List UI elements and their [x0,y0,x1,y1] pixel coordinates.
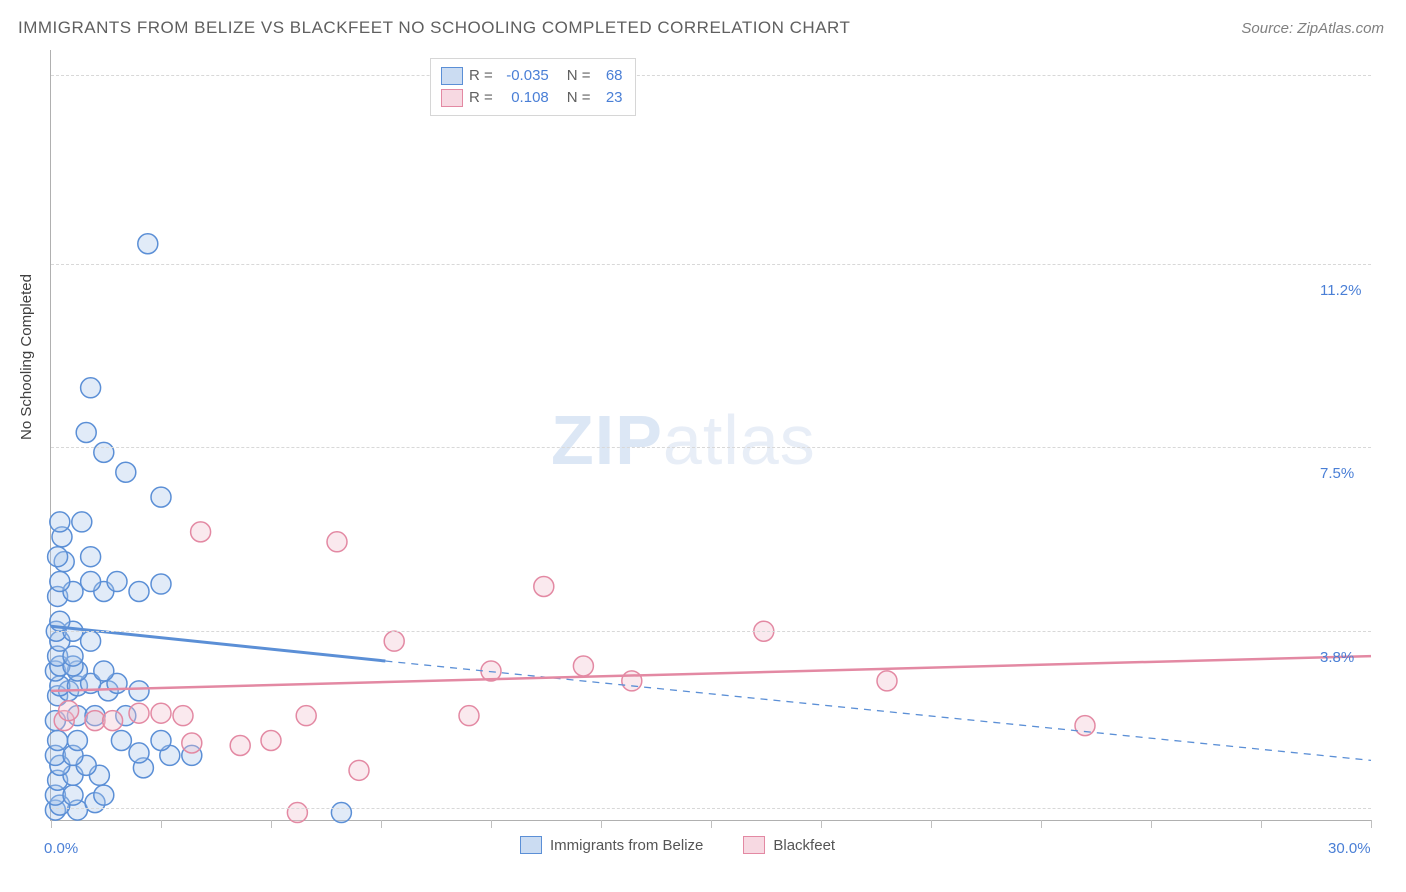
regression-line [51,656,1371,691]
y-axis-label: No Schooling Completed [18,274,35,440]
legend-r-prefix: R = [469,65,493,87]
source-attribution: Source: ZipAtlas.com [1241,20,1384,37]
scatter-point [67,731,87,751]
scatter-point [622,671,642,691]
chart-plot-area: ZIPatlas [50,50,1371,821]
scatter-point [129,743,149,763]
gridline-horizontal [51,264,1371,265]
scatter-point [48,547,68,567]
x-tick [161,820,162,828]
y-tick-label: 7.5% [1320,465,1354,482]
gridline-horizontal [51,808,1371,809]
scatter-point [72,512,92,532]
scatter-point [94,442,114,462]
legend-r-value: -0.035 [499,65,549,87]
legend-swatch [441,67,463,85]
scatter-point [331,803,351,823]
scatter-point [50,572,70,592]
scatter-point [81,547,101,567]
scatter-point [129,681,149,701]
legend-row: R = -0.035 N = 68 [441,65,623,87]
legend-swatch [520,836,542,854]
scatter-point [129,581,149,601]
source-name: ZipAtlas.com [1297,20,1384,37]
legend-n-prefix: N = [567,65,591,87]
legend-r-value: 0.108 [499,87,549,109]
scatter-point [138,234,158,254]
scatter-point [261,731,281,751]
scatter-point [230,735,250,755]
scatter-point [534,577,554,597]
scatter-point [94,785,114,805]
scatter-point [151,487,171,507]
y-tick-label: 3.8% [1320,649,1354,666]
scatter-point [107,572,127,592]
legend-swatch [441,89,463,107]
x-tick [1371,820,1372,828]
x-tick [51,820,52,828]
scatter-point [384,631,404,651]
scatter-point [191,522,211,542]
scatter-point [296,706,316,726]
scatter-point [81,631,101,651]
legend-n-value: 23 [597,87,623,109]
gridline-horizontal [51,631,1371,632]
scatter-point [76,423,96,443]
x-tick [491,820,492,828]
x-tick-label: 30.0% [1328,840,1371,857]
scatter-point [349,760,369,780]
scatter-point [151,574,171,594]
scatter-point [59,701,79,721]
legend-n-prefix: N = [567,87,591,109]
scatter-point [103,711,123,731]
x-tick [601,820,602,828]
series-legend-item: Blackfeet [743,836,835,854]
scatter-point [81,378,101,398]
x-tick [1151,820,1152,828]
legend-r-prefix: R = [469,87,493,109]
scatter-point [129,703,149,723]
scatter-point [287,803,307,823]
correlation-legend: R = -0.035 N = 68 R = 0.108 N = 23 [430,58,636,116]
scatter-point [50,512,70,532]
source-prefix: Source: [1241,20,1293,37]
scatter-point [151,703,171,723]
scatter-point [877,671,897,691]
gridline-horizontal [51,75,1371,76]
scatter-point [151,731,171,751]
legend-row: R = 0.108 N = 23 [441,87,623,109]
scatter-point [81,572,101,592]
x-tick [821,820,822,828]
legend-n-value: 68 [597,65,623,87]
scatter-point [327,532,347,552]
series-legend: Immigrants from Belize Blackfeet [520,836,835,854]
chart-title: IMMIGRANTS FROM BELIZE VS BLACKFEET NO S… [18,18,850,38]
series-legend-item: Immigrants from Belize [520,836,703,854]
scatter-point [1075,716,1095,736]
scatter-point [94,661,114,681]
scatter-point [173,706,193,726]
chart-svg [51,50,1371,820]
scatter-point [48,731,68,751]
x-tick [271,820,272,828]
x-tick [1041,820,1042,828]
scatter-point [63,785,83,805]
gridline-horizontal [51,447,1371,448]
scatter-point [111,731,131,751]
series-legend-label: Blackfeet [773,837,835,854]
legend-swatch [743,836,765,854]
x-tick [1261,820,1262,828]
scatter-point [459,706,479,726]
x-tick [931,820,932,828]
y-tick-label: 11.2% [1320,282,1361,299]
x-tick [711,820,712,828]
scatter-point [182,733,202,753]
x-tick [381,820,382,828]
series-legend-label: Immigrants from Belize [550,837,703,854]
scatter-point [116,462,136,482]
scatter-point [573,656,593,676]
x-tick-label: 0.0% [44,840,78,857]
